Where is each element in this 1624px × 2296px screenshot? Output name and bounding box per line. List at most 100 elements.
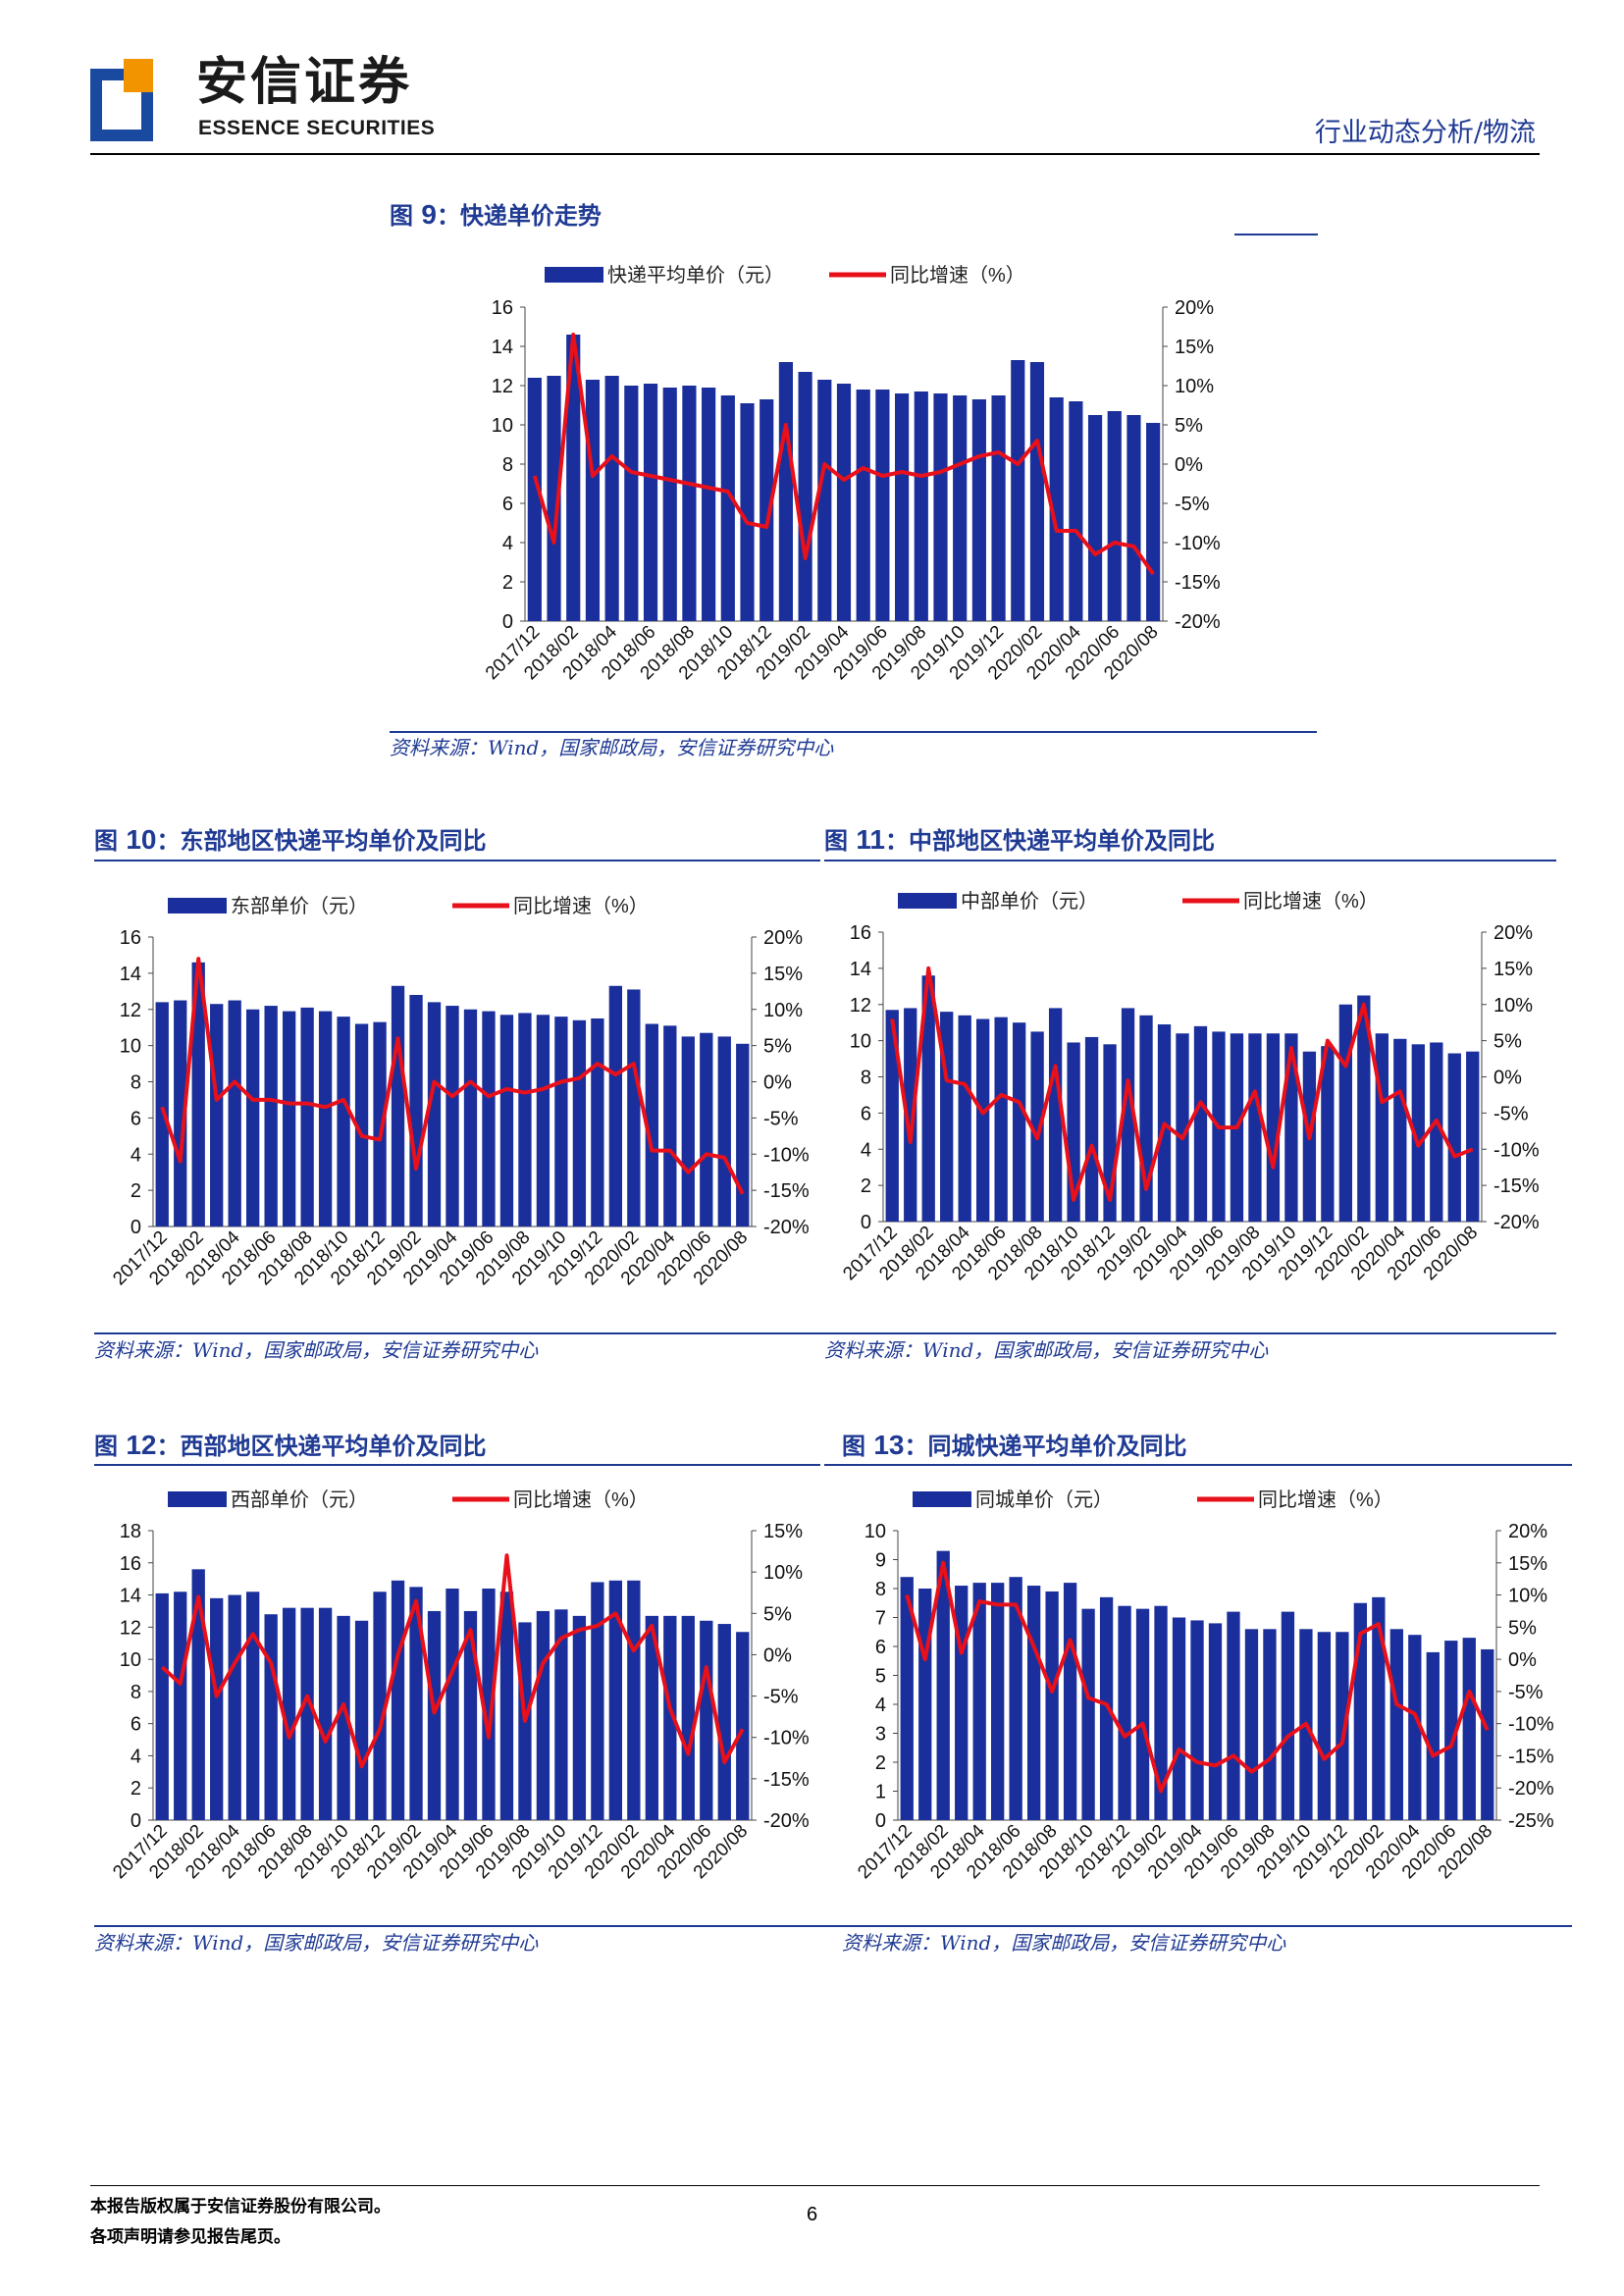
bar <box>1099 1596 1114 1820</box>
bar <box>1426 1651 1440 1820</box>
bar <box>875 390 890 621</box>
left-tick-label: 2 <box>131 1778 141 1800</box>
left-tick-label: 6 <box>875 1637 886 1658</box>
bar <box>1012 1022 1026 1222</box>
bar <box>1045 1591 1059 1820</box>
right-tick-label: 5% <box>763 1036 792 1058</box>
left-tick-label: 6 <box>861 1103 871 1124</box>
bar <box>681 1615 695 1820</box>
bar <box>499 1592 514 1820</box>
figure-11-chart: 中部单价（元） 同比增速（%） 0 2 4 6 8 10 12 14 16 -20% -15% -10% -… <box>839 890 1540 1284</box>
left-tick-label: 4 <box>875 1695 886 1716</box>
bar <box>409 995 423 1226</box>
bar <box>282 1607 296 1820</box>
bar <box>720 395 735 621</box>
bar <box>1466 1051 1480 1222</box>
figure-10-title: 图 10：东部地区快递平均单价及同比 <box>94 824 487 855</box>
left-tick-label: 12 <box>120 1617 141 1639</box>
bar <box>604 376 619 621</box>
left-tick-label: 10 <box>864 1521 886 1542</box>
bar <box>174 1592 187 1820</box>
left-tick-label: 6 <box>502 494 513 515</box>
legend-bar-swatch <box>545 267 603 283</box>
left-tick-label: 12 <box>492 376 513 397</box>
left-tick-label: 18 <box>120 1521 141 1542</box>
right-tick-label: 5% <box>1508 1617 1537 1639</box>
right-tick-label: -10% <box>1493 1139 1540 1161</box>
left-tick-label: 14 <box>850 959 871 980</box>
right-tick-label: 20% <box>1508 1521 1547 1542</box>
right-tick-label: 10% <box>763 1000 803 1021</box>
bar <box>900 1577 914 1820</box>
bar <box>264 1614 278 1820</box>
bar <box>1338 1004 1353 1222</box>
bar <box>717 1036 731 1226</box>
right-tick-label: -15% <box>763 1180 810 1202</box>
figure-12-title: 图 12：西部地区快递平均单价及同比 <box>94 1430 487 1460</box>
right-tick-label: 20% <box>763 927 803 949</box>
bar <box>547 376 561 621</box>
bar <box>1084 1036 1099 1222</box>
bar <box>373 1021 387 1226</box>
bar <box>991 395 1006 621</box>
bar <box>836 384 852 621</box>
bar <box>885 1010 899 1222</box>
bar <box>1172 1617 1186 1820</box>
legend-bar-label: 西部单价（元） <box>231 1488 368 1511</box>
bar <box>354 1023 369 1226</box>
bar <box>499 1015 514 1226</box>
bar <box>1126 415 1141 621</box>
figure-11-top-rule <box>824 860 1556 861</box>
right-tick-label: -15% <box>1175 572 1221 594</box>
right-tick-label: -20% <box>763 1810 810 1832</box>
legend-bar-swatch <box>898 893 957 909</box>
right-tick-label: 0% <box>1175 454 1203 476</box>
bar <box>373 1592 387 1820</box>
bar <box>778 362 793 621</box>
bar <box>1121 1008 1135 1222</box>
bar <box>391 985 405 1226</box>
bar <box>736 1043 750 1226</box>
legend-line-label: 同比增速（%） <box>513 895 649 917</box>
bar <box>427 1002 442 1226</box>
left-tick-label: 14 <box>120 964 141 985</box>
bar <box>608 985 623 1226</box>
bar <box>904 1008 917 1222</box>
footer-copyright: 本报告版权属于安信证券股份有限公司。 <box>90 2197 391 2217</box>
right-tick-label: 10% <box>1493 995 1533 1017</box>
bar <box>798 372 812 621</box>
yoy-growth-line <box>890 965 1474 1202</box>
bar <box>760 399 774 621</box>
left-tick-label: 14 <box>492 337 513 358</box>
bar <box>518 1013 532 1226</box>
bar <box>409 1587 423 1820</box>
right-tick-label: 0% <box>1508 1649 1537 1671</box>
bar <box>971 399 986 621</box>
bar <box>972 1583 986 1820</box>
figure-9-top-rule <box>1234 234 1318 235</box>
left-tick-label: 4 <box>502 533 513 554</box>
logo-icon <box>90 59 153 141</box>
right-tick-label: -10% <box>763 1144 810 1166</box>
right-tick-label: 15% <box>1175 337 1214 358</box>
right-tick-label: 5% <box>1493 1031 1522 1053</box>
left-tick-label: 0 <box>131 1810 141 1832</box>
right-tick-label: 0% <box>1493 1068 1522 1089</box>
left-tick-label: 0 <box>875 1810 886 1832</box>
bar <box>337 1017 350 1226</box>
bar <box>1444 1641 1458 1820</box>
yoy-growth-line <box>160 957 745 1195</box>
left-tick-label: 8 <box>131 1072 141 1094</box>
bar <box>527 378 542 621</box>
bar <box>1030 1031 1044 1222</box>
bar <box>1389 1629 1403 1820</box>
bar <box>246 1592 260 1820</box>
figure-9-source: 资料来源：Wind，国家邮政局，安信证券研究中心 <box>390 736 834 759</box>
right-tick-label: -20% <box>1493 1212 1540 1233</box>
right-tick-label: 5% <box>763 1603 792 1625</box>
left-tick-label: 4 <box>131 1144 141 1166</box>
bar <box>155 1592 169 1820</box>
bar <box>663 1615 677 1820</box>
left-tick-label: 6 <box>131 1714 141 1736</box>
legend-bar-label: 中部单价（元） <box>961 890 1098 913</box>
